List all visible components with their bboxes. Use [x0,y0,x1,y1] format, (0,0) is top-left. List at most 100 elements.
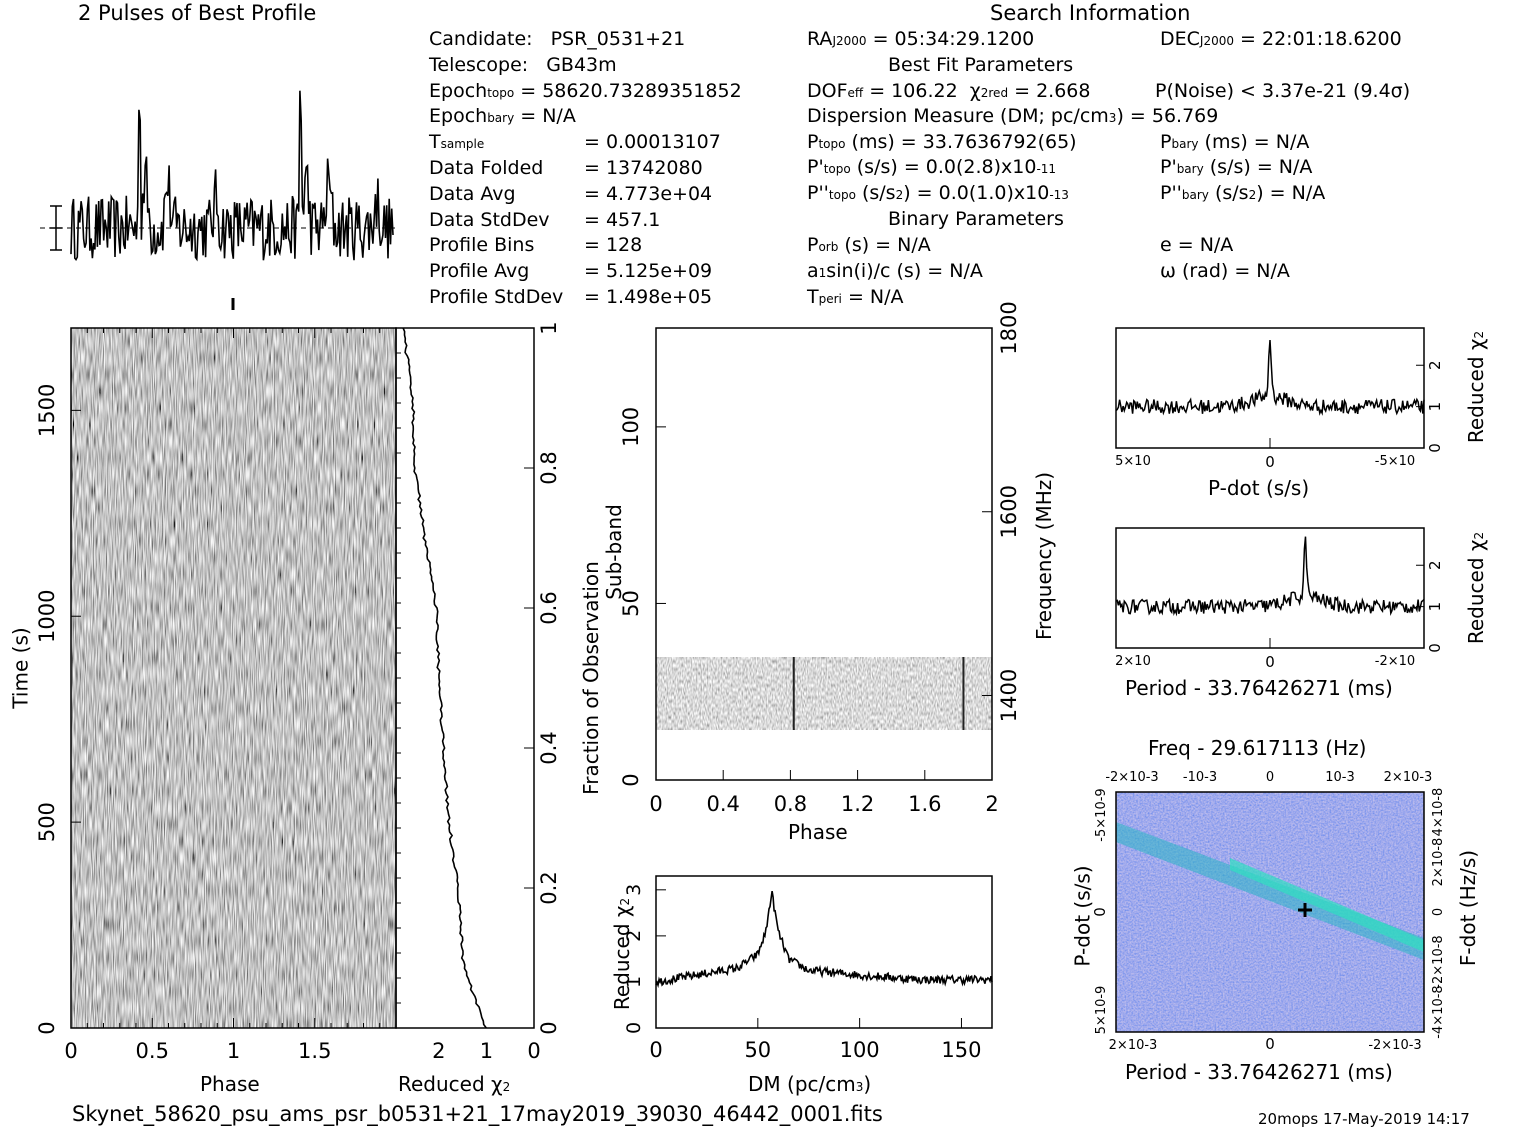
redchi-xtick-label: 2 [432,1039,445,1063]
info-left-row: Telescope: GB43m [429,53,617,76]
pdot-line [1115,340,1425,416]
subband-ytick-label: 100 [619,407,643,447]
redchi-xtick-label: 0 [527,1039,540,1063]
plane-x2tick-label: -2×10-3 [1105,770,1158,785]
pbary-field: Pbary (ms) = N/A [1160,131,1310,153]
time-phase-axes: 0 0.5 1 1.5 0 500 1000 1500 [35,328,397,1063]
plane-y2tick-label: -4×10-8 [1431,985,1446,1038]
plane-x2tick-label: 10-3 [1325,770,1355,785]
plane-xtick-label: 2×10-3 [1109,1038,1158,1053]
info-left-row: Tsample = 0.00013107 [429,131,721,154]
tp-ytick-label: 1000 [35,590,59,643]
dof-field: DOFeff = 106.22 χ2red = 2.668 [807,80,1091,102]
profile-errorbar [50,205,62,251]
frac-ytick-label: 0 [537,1021,561,1034]
plane-xtick-label: 0 [1265,1035,1275,1053]
subband-xtick-label: 1.2 [841,792,874,816]
pdot-xtick-label: -5×10 [1375,454,1415,469]
plane-noise [1116,792,1424,1032]
plane-y2tick-label: -2×10-8 [1431,935,1446,988]
ptopo-field: Ptopo (ms) = 33.7636792(65) [807,131,1077,153]
plane-xtick-label: -2×10-3 [1368,1038,1421,1053]
redchi-time-plot: 2 1 0 0 0.2 0.4 0.6 0.8 1 [396,321,561,1063]
redchi-time-frame [395,327,535,1029]
binary-title: Binary Parameters [888,208,1064,230]
footer-stamp: 20mops 17-May-2019 14:17 [1258,1110,1470,1128]
pdot-curve-plot: 0 1 2 5×10 0 -5×10 [1115,340,1444,471]
info-left-row: Epochtopo = 58620.73289351852 [429,79,742,102]
subband-noise [656,657,992,730]
subband-frame [655,327,993,781]
subband-xtick-label: 1.6 [908,792,941,816]
best-fit-marker [1298,903,1312,917]
dm-field: Dispersion Measure (DM; pc/cm3) = 56.769 [807,105,1219,127]
dm-ytick-label: 1 [623,976,645,988]
tp-ytick-label: 1500 [35,384,59,437]
dm-ytick-label: 0 [623,1022,645,1034]
subband-label: Sub-band [601,504,626,600]
asini-field: a1sin(i)/c (s) = N/A [807,260,983,282]
plane-x2tick-label: -10-3 [1183,770,1217,785]
pdbary-field: P'bary (s/s) = N/A [1160,156,1313,178]
pdot-redchi-label: Reduced χ2 [1464,330,1489,444]
plane-pdot-label: P-dot (s/s) [1070,865,1095,967]
time-phase-heatmap [71,328,396,1028]
redchi-time-line [402,327,487,1029]
period-ytick-label: 2 [1426,560,1444,570]
footer-filename: Skynet_58620_psu_ams_psr_b0531+21_17may2… [72,1102,883,1126]
plane-y2tick-label: 2×10-8 [1431,838,1446,887]
phase-label-left: Phase [200,1072,260,1096]
tp-xtick-label: 0.5 [136,1039,169,1063]
tp-xtick-label: 1 [227,1039,240,1063]
info-left-row: Data Folded = 13742080 [429,157,703,179]
phase-label-mid: Phase [788,820,848,844]
tp-ytick-label: 500 [35,802,59,842]
info-left-row: Data StdDev = 457.1 [429,208,661,231]
period-label-2: Period - 33.76426271 (ms) [1125,1060,1393,1084]
plane-x2tick-label: 2×10-3 [1384,770,1433,785]
period-redchi-label: Reduced χ2 [1464,531,1489,645]
period-frame [1115,527,1425,649]
tperi-field: Tperi = N/A [807,286,904,308]
fdot-label: F-dot (Hz/s) [1456,849,1481,967]
info-left-row: Profile Bins = 128 [429,234,643,257]
time-label: Time (s) [8,627,33,709]
period-xtick-label: -2×10 [1375,654,1415,669]
search-info-title: Search Information [990,1,1191,25]
pddtopo-field: P''topo (s/s2) = 0.0(1.0)x10-13 [807,182,1069,204]
info-left-row: Data Avg = 4.773e+04 [429,182,713,205]
plane-y2tick-label: 4×10-8 [1431,788,1446,837]
freq-label: Frequency (MHz) [1032,471,1057,641]
best-fit-title: Best Fit Parameters [888,54,1074,76]
period-xtick-label: 2×10 [1115,654,1151,669]
profile-line [70,90,394,262]
tp-xtick-label: 0 [64,1039,77,1063]
redchi-xtick-label: 1 [480,1039,493,1063]
frac-ytick-label: 0.8 [537,451,561,484]
pdot-xtick-label: 5×10 [1115,454,1151,469]
plane-ytick-label: 0 [1091,907,1109,917]
freq-title: Freq - 29.617113 (Hz) [1148,736,1367,760]
plane-ytick-label: 5×10-9 [1094,986,1109,1035]
dm-ytick-label: 3 [623,884,645,896]
dm-line [655,890,993,989]
subband-xtick-label: 0 [649,792,662,816]
subband-xtick-label: 2 [985,792,998,816]
freq-ytick-label: 1400 [997,669,1021,722]
frac-ytick-label: 0.4 [537,731,561,764]
period-xtick-label: 0 [1265,653,1275,671]
tp-xtick-label: 1.5 [298,1039,331,1063]
pddbary-field: P''bary (s/s2) = N/A [1160,182,1326,204]
profile-plot [40,90,395,310]
frac-ytick-label: 0.2 [537,871,561,904]
dm-ytick-label: 2 [623,930,645,942]
subband-xtick-label: 0.8 [774,792,807,816]
freq-ytick-label: 1800 [997,301,1021,354]
plane-y2tick-label: 0 [1431,908,1446,916]
period-label-1: Period - 33.76426271 (ms) [1125,676,1393,700]
info-left-row: Profile Avg = 5.125e+09 [429,260,713,283]
frac-label: Fraction of Observation [578,561,603,795]
pdtopo-field: P'topo (s/s) = 0.0(2.8)x10-11 [807,156,1057,178]
dm-xtick-label: 50 [744,1038,771,1062]
plane-axes: 2×10-3 0 -2×10-3 -2×10-3 -10-3 0 10-3 2×10-3 -5×… [1091,770,1446,1053]
